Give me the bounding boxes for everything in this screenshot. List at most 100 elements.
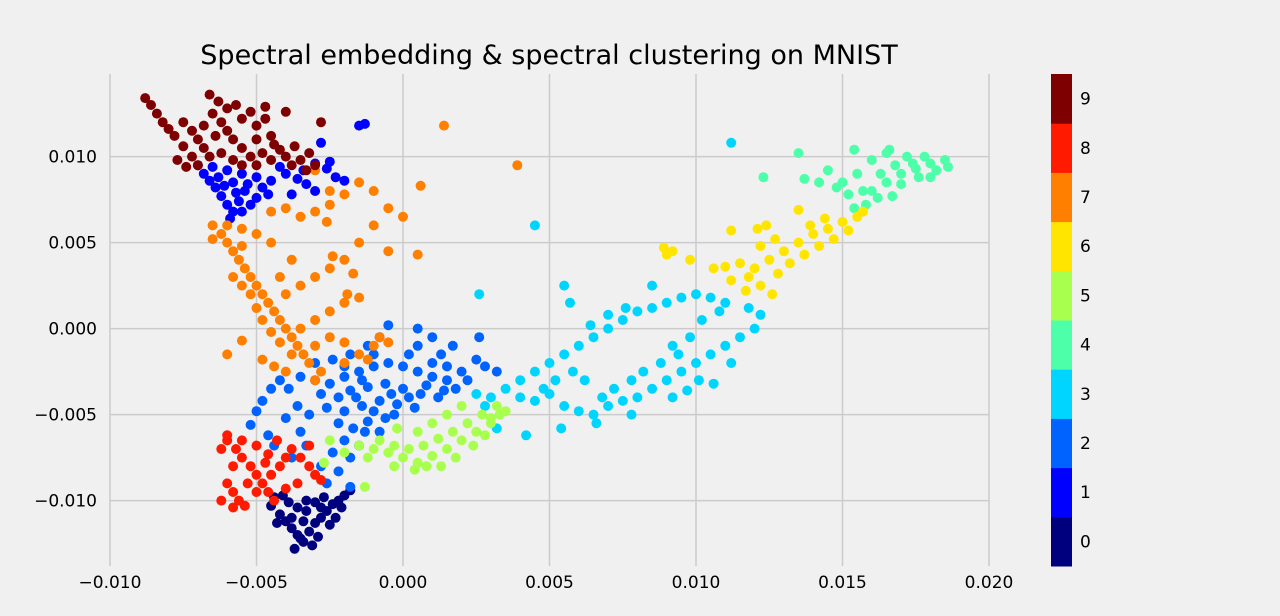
- data-point: [295, 533, 306, 544]
- data-point: [216, 148, 227, 159]
- data-point: [647, 303, 658, 313]
- colorbar-label: 6: [1080, 237, 1091, 257]
- data-point: [251, 406, 262, 417]
- data-point: [925, 158, 936, 169]
- data-point: [280, 483, 291, 494]
- data-point: [304, 440, 315, 451]
- data-point: [398, 211, 408, 222]
- data-point: [667, 340, 678, 351]
- data-point: [213, 96, 224, 107]
- data-point: [251, 172, 262, 183]
- data-point: [354, 440, 365, 451]
- data-point: [233, 196, 244, 207]
- data-point: [222, 125, 233, 136]
- data-point: [398, 383, 408, 394]
- data-point: [239, 263, 250, 274]
- data-point: [236, 206, 247, 217]
- data-point: [667, 392, 678, 403]
- data-point: [793, 237, 804, 248]
- data-point: [280, 452, 291, 463]
- data-point: [333, 418, 344, 429]
- data-point: [286, 349, 297, 360]
- data-point: [374, 426, 385, 437]
- cluster-7-points: [207, 120, 523, 386]
- data-point: [339, 358, 350, 368]
- data-point: [266, 383, 277, 394]
- data-point: [380, 378, 391, 389]
- data-point: [661, 375, 672, 386]
- data-point: [720, 261, 731, 272]
- cluster-1-points: [192, 118, 370, 224]
- x-tick-label: 0.010: [672, 573, 721, 593]
- data-point: [471, 426, 482, 437]
- x-tick-label: 0.000: [379, 573, 428, 593]
- data-point: [896, 168, 907, 179]
- data-point: [324, 263, 335, 274]
- data-point: [902, 151, 912, 162]
- data-point: [272, 518, 282, 528]
- data-point: [263, 430, 274, 441]
- data-point: [392, 423, 403, 434]
- data-point: [310, 272, 321, 282]
- data-point: [192, 160, 203, 171]
- data-point: [257, 354, 268, 365]
- data-point: [896, 179, 907, 190]
- data-point: [565, 297, 575, 308]
- data-point: [266, 175, 277, 186]
- data-point: [427, 371, 438, 382]
- data-point: [298, 349, 309, 360]
- data-point: [269, 361, 280, 372]
- data-point: [304, 461, 315, 472]
- cluster-8-points: [216, 430, 326, 513]
- data-point: [676, 366, 687, 377]
- data-point: [462, 418, 473, 429]
- data-point: [228, 246, 239, 257]
- x-tick-label: 0.020: [965, 573, 1014, 593]
- data-point: [925, 172, 936, 183]
- data-point: [178, 141, 189, 152]
- data-point: [617, 315, 628, 325]
- data-point: [286, 444, 297, 454]
- data-point: [236, 335, 247, 346]
- data-point: [866, 155, 877, 165]
- data-point: [330, 172, 341, 183]
- data-point: [433, 392, 444, 403]
- data-point: [339, 406, 350, 417]
- data-point: [198, 120, 209, 131]
- data-point: [421, 461, 432, 472]
- data-point: [661, 297, 672, 308]
- data-point: [198, 168, 209, 179]
- data-point: [339, 297, 350, 308]
- data-point: [257, 315, 268, 325]
- data-point: [181, 161, 192, 172]
- data-point: [233, 254, 244, 265]
- data-point: [286, 254, 297, 265]
- data-point: [324, 156, 335, 167]
- data-point: [858, 206, 868, 217]
- data-point: [251, 303, 262, 313]
- data-point: [682, 385, 693, 396]
- data-point: [295, 323, 306, 334]
- data-point: [471, 389, 482, 399]
- data-point: [239, 500, 250, 511]
- data-point: [228, 155, 239, 165]
- data-point: [263, 297, 274, 308]
- data-point: [819, 213, 830, 224]
- data-point: [242, 179, 253, 190]
- data-point: [362, 354, 373, 365]
- y-tick-label: −0.010: [34, 492, 97, 512]
- data-point: [298, 516, 309, 527]
- data-point: [720, 340, 731, 351]
- data-point: [269, 306, 280, 317]
- y-axis: −0.010 −0.005 0.000 0.005 0.010: [34, 148, 97, 512]
- data-point: [178, 117, 189, 128]
- data-point: [345, 481, 356, 492]
- data-point: [368, 340, 379, 351]
- data-point: [362, 382, 373, 393]
- data-point: [620, 303, 631, 313]
- data-point: [793, 148, 804, 159]
- data-point: [515, 392, 526, 403]
- data-point: [389, 409, 400, 420]
- data-point: [383, 203, 394, 214]
